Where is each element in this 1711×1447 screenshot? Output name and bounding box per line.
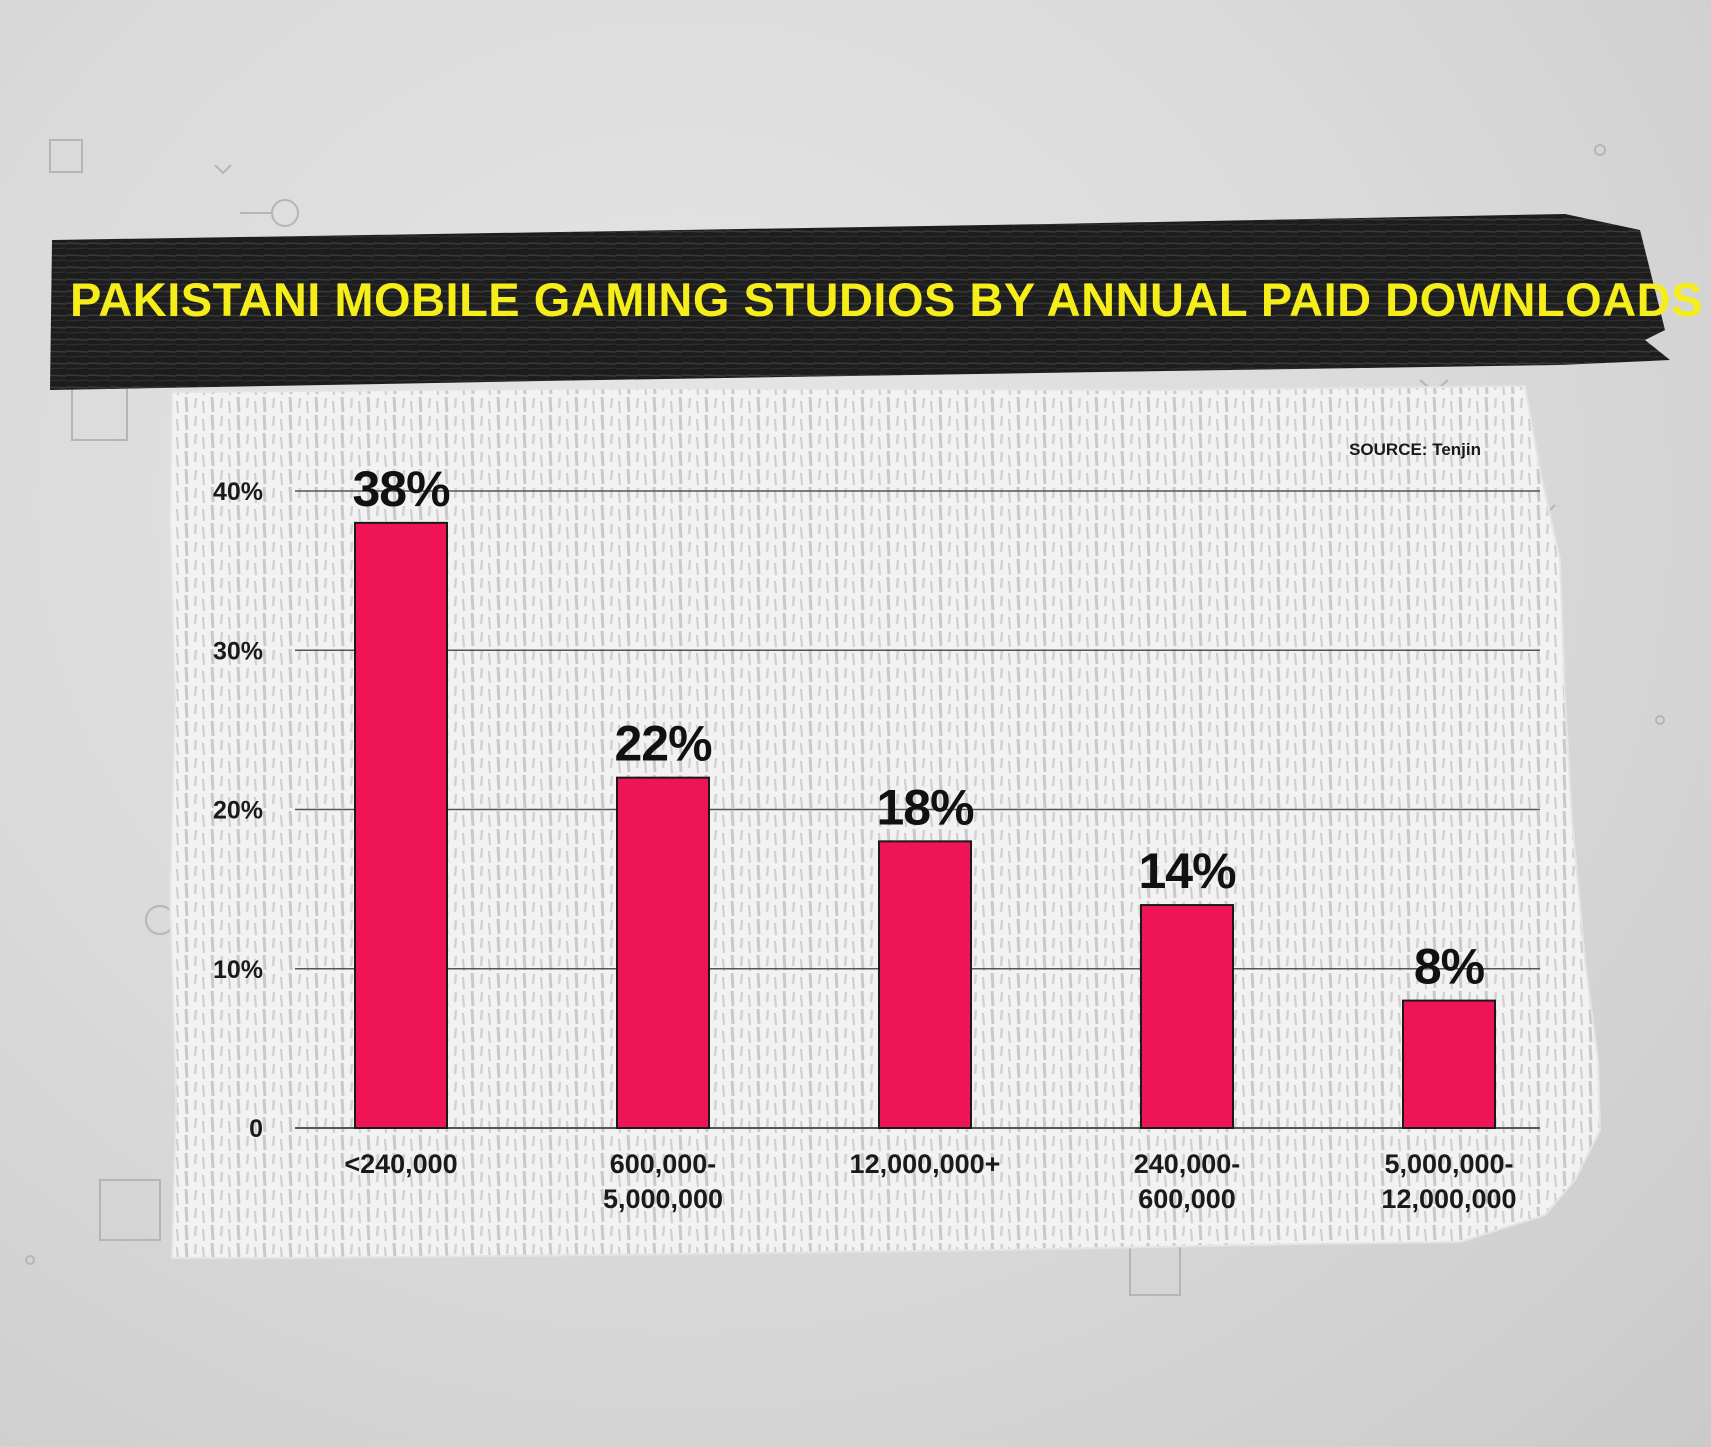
y-axis-ticks: 0 10% 20% 30% 40%: [213, 478, 263, 1143]
x-tick-label: 240,000-600,000: [1134, 1149, 1241, 1214]
data-label: 22%: [614, 716, 712, 772]
data-labels: 38% 22% 18% 14% 8%: [352, 461, 1485, 995]
bar: [354, 521, 448, 1129]
bar: [878, 840, 972, 1129]
x-tick-label: 12,000,000+: [850, 1149, 1001, 1179]
title-banner: [50, 214, 1670, 390]
source-note: SOURCE: Tenjin: [1349, 440, 1481, 459]
bars: [354, 521, 1496, 1130]
bar: [1402, 999, 1496, 1129]
y-tick-label: 20%: [213, 797, 263, 825]
x-tick-label: 600,000-5,000,000: [603, 1149, 723, 1214]
y-tick-label: 0: [249, 1115, 263, 1143]
bar: [1140, 904, 1234, 1129]
x-tick-label: <240,000: [344, 1149, 457, 1179]
bar: [616, 776, 710, 1130]
x-axis-ticks: <240,000 600,000-5,000,000 12,000,000+ 240,…: [344, 1149, 1516, 1214]
y-tick-label: 30%: [213, 637, 263, 665]
paper-panel: [168, 384, 1602, 1259]
y-tick-label: 40%: [213, 478, 263, 506]
data-label: 38%: [352, 461, 450, 517]
chart-title: PAKISTANI MOBILE GAMING STUDIOS BY ANNUA…: [70, 273, 1711, 326]
data-label: 18%: [876, 779, 974, 835]
x-tick-label: 5,000,000-12,000,000: [1381, 1149, 1516, 1214]
data-label: 8%: [1414, 939, 1485, 995]
y-tick-label: 10%: [213, 956, 263, 984]
data-label: 14%: [1138, 843, 1236, 899]
